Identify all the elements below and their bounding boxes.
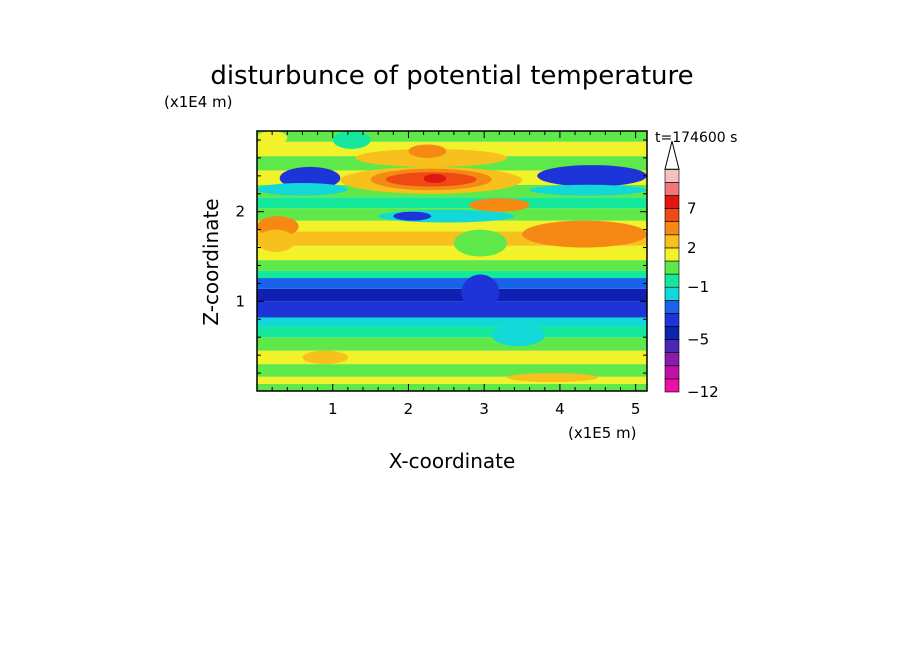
plot-frame	[256, 130, 648, 392]
colorbar-overflow-arrow	[664, 141, 680, 170]
contour-band-8	[257, 288, 647, 302]
colorbar-swatch	[664, 208, 680, 223]
contour-patch-13	[552, 225, 629, 239]
contour-band-16	[257, 197, 647, 209]
contour-patch-19	[332, 131, 371, 149]
contour-band-9	[257, 278, 647, 289]
contour-band-0	[257, 383, 647, 391]
contour-patch-23	[469, 198, 530, 212]
contour-patch-20	[302, 350, 348, 365]
x-tick-label: 3	[479, 400, 489, 418]
colorbar-swatch	[664, 339, 680, 354]
x-tick-labels: 1 2 3 4 5	[328, 400, 640, 418]
x-tick-label: 1	[328, 400, 338, 418]
colorbar-swatch	[664, 299, 680, 314]
contour-patch-2	[257, 183, 348, 196]
colorbar-swatch	[664, 260, 680, 275]
colorbar-swatch	[664, 182, 680, 196]
contour-patch-17	[491, 323, 545, 347]
colorbar-swatch	[664, 378, 680, 393]
contour-band-21	[257, 131, 647, 142]
colorbar-swatch	[664, 273, 680, 288]
colorbar-swatch	[664, 326, 680, 340]
contour-patch-11	[393, 211, 432, 221]
colorbar-labels: −12−5−127	[687, 200, 719, 401]
contour-patch-22	[408, 144, 447, 158]
contour-patch-4	[529, 184, 647, 196]
colorbar-tick-label: 7	[687, 200, 697, 218]
axis-ticks	[256, 131, 647, 392]
contour-patch-21	[506, 373, 598, 383]
colorbar-swatch	[664, 313, 680, 327]
contour-band-6	[257, 317, 647, 327]
colorbar-swatch	[664, 221, 680, 236]
contour-band-7	[257, 301, 647, 318]
x-tick-label: 5	[631, 400, 641, 418]
y-tick-labels: 12	[235, 203, 245, 311]
colorbar-swatch	[664, 234, 680, 249]
colorbar-tick-label: 2	[687, 239, 697, 257]
contour-patch-18	[257, 131, 288, 145]
colorbar-tick-label: −12	[687, 383, 719, 401]
colorbar-swatch	[664, 195, 680, 209]
colorbar-swatch	[664, 286, 680, 301]
colorbar	[664, 141, 680, 393]
y-unit-label: (x1E4 m)	[164, 93, 233, 111]
contour-band-12	[257, 245, 647, 261]
contour-band-2	[257, 364, 647, 377]
contour-band-5	[257, 326, 647, 338]
colorbar-swatch	[664, 169, 680, 183]
colorbar-swatch	[664, 247, 680, 262]
plot-area	[257, 131, 647, 391]
contour-patch-9	[423, 174, 447, 183]
colorbar-swatch	[664, 352, 680, 367]
colorbar-swatch	[664, 365, 680, 380]
x-unit-label: (x1E5 m)	[568, 424, 637, 442]
x-tick-label: 2	[404, 400, 414, 418]
contour-patch-5	[355, 148, 507, 167]
contour-patch-15	[453, 229, 507, 257]
colorbar-tick-label: −1	[687, 278, 709, 296]
contour-band-1	[257, 376, 647, 384]
x-axis-label: X-coordinate	[389, 449, 516, 473]
time-label: t=174600 s	[655, 130, 737, 146]
contour-band-14	[257, 220, 647, 232]
contour-band-11	[257, 260, 647, 271]
y-tick-label: 2	[235, 203, 245, 221]
x-tick-label: 4	[555, 400, 565, 418]
colorbar-tick-label: −5	[687, 331, 709, 349]
y-tick-label: 1	[235, 292, 245, 310]
contour-band-3	[257, 350, 647, 365]
contour-patch-16	[461, 274, 500, 311]
chart-title: disturbunce of potential temperature	[210, 61, 693, 91]
y-axis-label: Z-coordinate	[199, 198, 223, 325]
contour-patch-3	[537, 165, 647, 187]
contour-band-4	[257, 337, 647, 351]
contour-patch-14	[257, 229, 295, 253]
contour-band-10	[257, 270, 647, 279]
